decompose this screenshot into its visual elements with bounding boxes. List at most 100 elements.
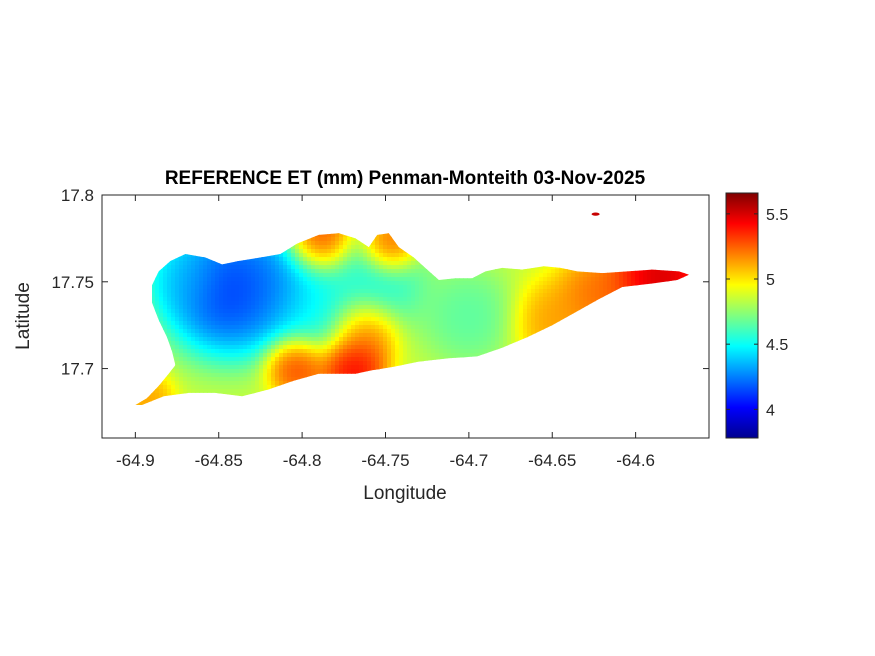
heat-cell xyxy=(455,305,460,310)
heat-cell xyxy=(547,273,552,278)
heat-cell xyxy=(527,313,532,318)
heat-cell xyxy=(347,361,352,366)
heat-cell xyxy=(519,289,524,294)
heat-cell xyxy=(271,265,276,270)
heat-cell xyxy=(367,245,372,250)
heat-cell xyxy=(367,261,372,266)
heat-cell xyxy=(399,269,404,274)
heat-cell xyxy=(463,353,468,358)
heat-cell xyxy=(187,357,192,362)
heat-cell xyxy=(179,337,184,342)
heat-cell xyxy=(331,321,336,326)
heat-cell xyxy=(275,309,280,314)
heat-cell xyxy=(299,333,304,338)
heat-cell xyxy=(211,301,216,306)
heat-cell xyxy=(263,273,268,278)
heat-cell xyxy=(551,321,556,326)
heat-cell xyxy=(207,293,212,298)
heat-cell xyxy=(327,237,332,242)
heat-cell xyxy=(231,333,236,338)
heat-cell xyxy=(307,325,312,330)
heat-cell xyxy=(195,309,200,314)
heat-cell xyxy=(163,309,168,314)
heat-cell xyxy=(207,325,212,330)
heat-cell xyxy=(291,321,296,326)
heat-cell xyxy=(179,329,184,334)
heat-cell xyxy=(351,253,356,258)
heat-cell xyxy=(539,313,544,318)
heat-cell xyxy=(303,297,308,302)
heat-cell xyxy=(383,325,388,330)
heat-cell xyxy=(255,377,260,382)
heat-cell xyxy=(171,369,176,374)
heat-cell xyxy=(379,365,384,370)
heat-cell xyxy=(223,281,228,286)
heat-cell xyxy=(255,385,260,390)
heat-cell xyxy=(323,293,328,298)
heat-cell xyxy=(479,337,484,342)
heat-cell xyxy=(371,337,376,342)
heat-cell xyxy=(207,341,212,346)
heat-cell xyxy=(239,377,244,382)
heat-cell xyxy=(399,265,404,270)
heat-cell xyxy=(315,341,320,346)
heat-cell xyxy=(415,317,420,322)
heat-cell xyxy=(211,317,216,322)
heat-cell xyxy=(395,361,400,366)
heat-cell xyxy=(219,309,224,314)
heat-cell xyxy=(343,325,348,330)
heat-cell xyxy=(323,233,328,238)
heat-cell xyxy=(191,381,196,386)
heat-cell xyxy=(411,285,416,290)
heat-cell xyxy=(235,385,240,390)
heat-cell xyxy=(151,293,156,298)
heat-cell xyxy=(323,265,328,270)
heat-cell xyxy=(431,353,436,358)
heat-cell xyxy=(279,353,284,358)
heat-cell xyxy=(215,377,220,382)
heat-cell xyxy=(435,349,440,354)
heat-cell xyxy=(187,317,192,322)
heat-cell xyxy=(195,385,200,390)
heat-cell xyxy=(319,325,324,330)
heat-cell xyxy=(239,345,244,350)
heat-cell xyxy=(383,297,388,302)
heat-cell xyxy=(463,281,468,286)
heat-cell xyxy=(411,269,416,274)
heat-cell xyxy=(183,293,188,298)
heat-cell xyxy=(247,281,252,286)
heat-cell xyxy=(159,277,164,282)
heat-cell xyxy=(203,289,208,294)
heat-cell xyxy=(319,349,324,354)
heat-cell xyxy=(183,277,188,282)
heat-cell xyxy=(375,365,380,370)
heat-cell xyxy=(263,385,268,390)
heat-cell xyxy=(447,297,452,302)
heat-cell xyxy=(443,333,448,338)
heat-cell xyxy=(495,333,500,338)
heat-cell xyxy=(431,325,436,330)
heat-cell xyxy=(351,249,356,254)
heat-cell xyxy=(279,273,284,278)
heat-cell xyxy=(231,381,236,386)
heat-cell xyxy=(339,249,344,254)
heat-cell xyxy=(431,333,436,338)
heat-cell xyxy=(375,309,380,314)
heat-cell xyxy=(227,341,232,346)
heat-cell xyxy=(363,321,368,326)
heat-cell xyxy=(179,289,184,294)
heat-cell xyxy=(303,281,308,286)
heat-cell xyxy=(203,297,208,302)
heat-cell xyxy=(363,269,368,274)
heat-cell xyxy=(363,285,368,290)
heat-cell xyxy=(455,297,460,302)
heat-cell xyxy=(403,269,408,274)
heat-cell xyxy=(379,233,384,238)
heat-cell xyxy=(251,365,256,370)
heat-cell xyxy=(187,301,192,306)
heat-cell xyxy=(331,249,336,254)
heat-cell xyxy=(483,297,488,302)
heat-cell xyxy=(311,361,316,366)
heat-cell xyxy=(215,313,220,318)
heat-cell xyxy=(399,313,404,318)
